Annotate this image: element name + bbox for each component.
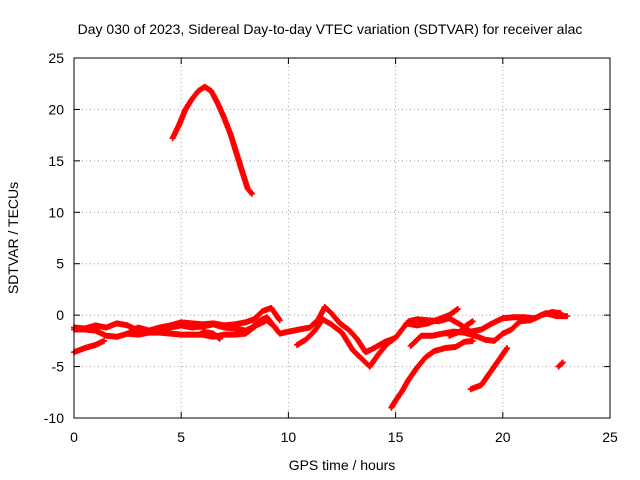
y-tick-label: 25 <box>48 50 64 66</box>
series-track-g <box>403 305 461 329</box>
data-point <box>454 305 461 312</box>
y-tick-label: 10 <box>48 204 64 220</box>
series-track-c <box>71 337 108 356</box>
series-track-m <box>169 83 255 197</box>
data-point <box>469 337 476 344</box>
data-point <box>558 360 565 367</box>
x-tick-label: 0 <box>70 429 78 445</box>
series-track-h <box>407 309 564 349</box>
data-point <box>469 318 476 325</box>
series-track-i <box>446 318 476 339</box>
x-tick-label: 15 <box>388 429 404 445</box>
data-point <box>271 323 278 330</box>
data-point <box>392 334 399 341</box>
y-tick-label: 0 <box>56 307 64 323</box>
y-axis-label: SDTVAR / TECUs <box>5 182 21 294</box>
data-point <box>248 189 255 196</box>
data-point <box>504 345 511 352</box>
y-tick-label: 15 <box>48 153 64 169</box>
data-point <box>216 335 223 342</box>
ticks: 0 5 10 15 20 25 -10 -5 0 5 10 15 20 25 <box>44 50 618 445</box>
series-track-f <box>293 316 399 370</box>
x-tick-label: 5 <box>177 429 185 445</box>
y-tick-label: -5 <box>52 359 65 375</box>
y-tick-label: 20 <box>48 101 64 117</box>
data-point <box>557 310 564 317</box>
x-tick-label: 20 <box>495 429 511 445</box>
x-tick-label: 25 <box>602 429 618 445</box>
data-point <box>215 334 222 341</box>
series-track-d <box>126 304 283 335</box>
x-axis-label: GPS time / hours <box>289 457 396 473</box>
data-point <box>272 324 279 331</box>
x-tick-label: 10 <box>281 429 297 445</box>
data-point <box>276 317 283 324</box>
series-track-e <box>199 328 223 342</box>
chart-title: Day 030 of 2023, Sidereal Day-to-day VTE… <box>78 21 583 37</box>
series-track-j <box>388 337 476 411</box>
series-layer <box>71 83 571 411</box>
series-track-k <box>467 345 511 393</box>
data-point <box>101 337 108 344</box>
plot-frame <box>73 57 611 419</box>
data-point <box>564 313 571 320</box>
data-point <box>559 359 566 366</box>
y-tick-label: -10 <box>44 410 64 426</box>
data-point <box>248 190 255 197</box>
y-tick-label: 5 <box>56 256 64 272</box>
series-track-l <box>555 359 566 370</box>
grid <box>74 58 610 418</box>
